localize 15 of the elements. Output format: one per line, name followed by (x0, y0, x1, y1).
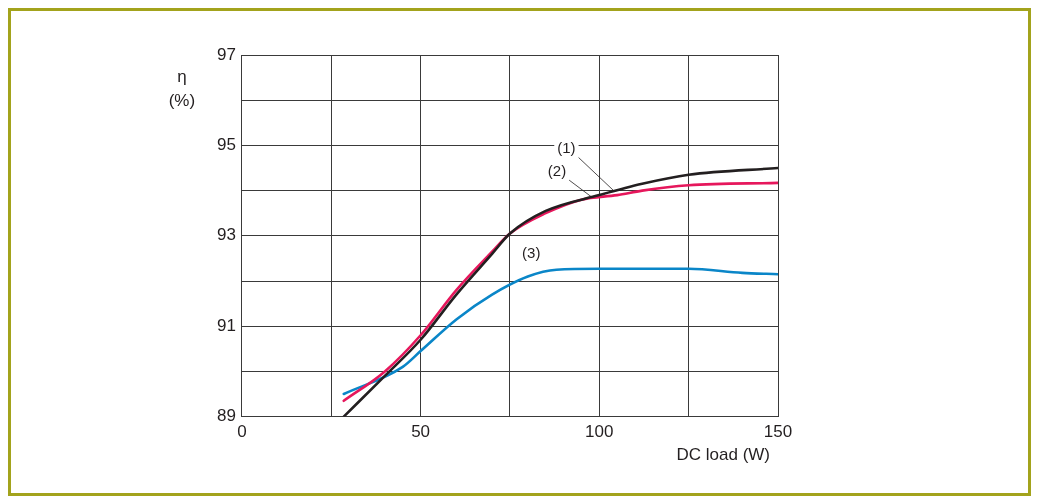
line-series (342, 267, 778, 396)
y-tick-label: 97 (216, 44, 236, 64)
x-tick-label: 100 (585, 422, 614, 442)
x-tick-label: 0 (237, 422, 247, 442)
y-tick-label: 93 (216, 225, 236, 245)
annotation: (1) (557, 138, 576, 156)
x-axis-title: DC load (W) (676, 444, 770, 464)
y-tick-label: 95 (216, 135, 236, 155)
y-tick-label: 89 (216, 406, 236, 426)
y-axis-title: η (%) (168, 66, 196, 110)
x-tick-label: 50 (411, 422, 431, 442)
x-tick-label: 150 (763, 422, 793, 442)
annotation: (3) (522, 244, 541, 262)
y-tick-label: 91 (216, 315, 236, 335)
annotation: (2) (547, 161, 567, 179)
